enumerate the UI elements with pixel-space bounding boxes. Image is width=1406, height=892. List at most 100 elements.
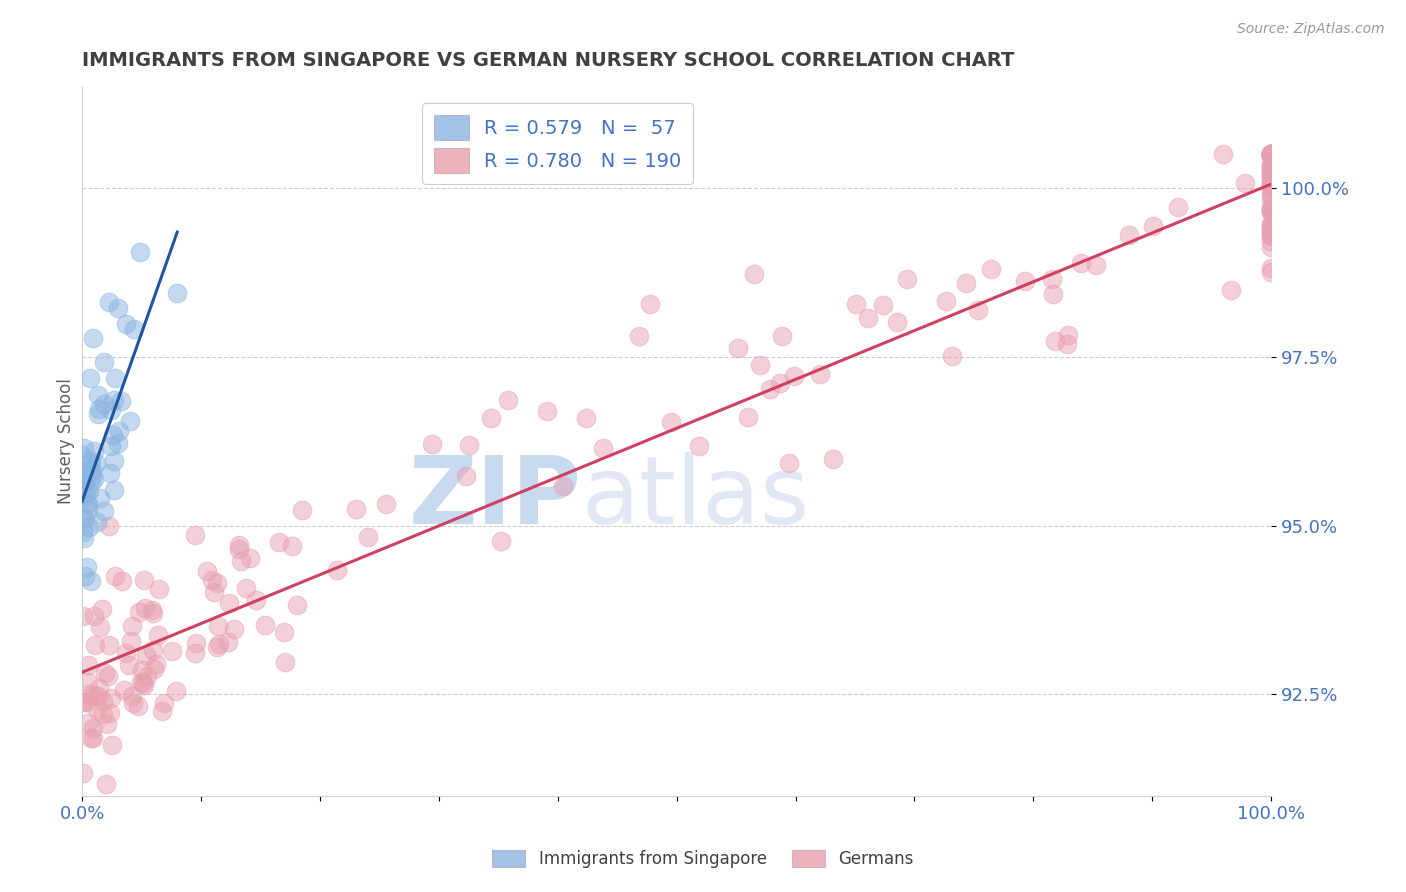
Point [254, 617, 277, 632]
Point [91, 694, 114, 708]
Point [1260, 201, 1282, 215]
Point [1084, 258, 1107, 272]
Point [207, 576, 229, 591]
Point [110, 394, 132, 409]
Point [201, 573, 224, 587]
Point [183, 528, 205, 542]
Point [101, 428, 124, 442]
Point [135, 648, 157, 662]
Point [1260, 218, 1282, 232]
Point [132, 678, 155, 692]
Point [76, 559, 98, 574]
Point [1118, 227, 1140, 242]
Point [134, 601, 156, 615]
Point [1260, 147, 1282, 161]
Point [479, 410, 502, 425]
Point [91, 706, 114, 721]
Point [1260, 159, 1282, 173]
Point [70, 449, 93, 463]
Point [1260, 205, 1282, 219]
Point [93, 504, 115, 518]
Point [1167, 201, 1189, 215]
Point [239, 550, 262, 565]
Point [768, 376, 790, 390]
Point [1260, 194, 1282, 208]
Point [150, 704, 173, 718]
Point [758, 382, 780, 396]
Point [1260, 186, 1282, 201]
Point [1260, 147, 1282, 161]
Point [1260, 227, 1282, 241]
Point [80, 475, 103, 490]
Point [1220, 283, 1243, 297]
Point [1260, 234, 1282, 248]
Point [132, 675, 155, 690]
Point [79, 453, 101, 467]
Point [228, 538, 250, 552]
Point [86, 387, 108, 401]
Point [1260, 147, 1282, 161]
Point [103, 483, 125, 498]
Point [1260, 228, 1282, 243]
Point [737, 409, 759, 424]
Point [1260, 176, 1282, 190]
Point [1260, 218, 1282, 232]
Point [73, 441, 96, 455]
Point [73, 511, 96, 525]
Point [1260, 147, 1282, 161]
Point [344, 501, 367, 516]
Point [118, 414, 141, 428]
Point [195, 564, 218, 578]
Point [575, 411, 598, 425]
Point [77, 520, 100, 534]
Point [872, 298, 894, 312]
Point [420, 437, 443, 451]
Point [142, 606, 165, 620]
Point [1260, 147, 1282, 161]
Point [688, 439, 710, 453]
Point [72, 467, 94, 482]
Point [79, 484, 101, 499]
Point [98, 706, 121, 720]
Point [823, 452, 845, 467]
Point [73, 569, 96, 583]
Text: atlas: atlas [582, 452, 810, 544]
Point [127, 698, 149, 713]
Point [82, 331, 104, 345]
Point [1260, 184, 1282, 198]
Point [83, 608, 105, 623]
Point [1260, 147, 1282, 161]
Point [114, 318, 136, 332]
Point [1260, 188, 1282, 202]
Point [980, 262, 1002, 277]
Point [82, 688, 104, 702]
Point [896, 271, 918, 285]
Y-axis label: Nursery School: Nursery School [58, 378, 75, 504]
Point [375, 497, 398, 511]
Point [1260, 205, 1282, 219]
Point [77, 674, 100, 689]
Point [536, 403, 558, 417]
Point [94, 666, 117, 681]
Point [107, 301, 129, 315]
Point [97, 669, 120, 683]
Point [1045, 334, 1067, 348]
Point [76, 503, 98, 517]
Point [1260, 147, 1282, 161]
Point [845, 297, 868, 311]
Point [627, 329, 650, 343]
Point [326, 563, 349, 577]
Point [103, 454, 125, 468]
Point [778, 456, 800, 470]
Point [1260, 161, 1282, 176]
Legend: Immigrants from Singapore, Germans: Immigrants from Singapore, Germans [485, 843, 921, 875]
Point [228, 542, 250, 557]
Point [1260, 150, 1282, 164]
Point [808, 368, 831, 382]
Point [245, 592, 267, 607]
Point [98, 518, 121, 533]
Point [104, 370, 127, 384]
Point [281, 539, 304, 553]
Point [659, 416, 682, 430]
Point [496, 392, 519, 407]
